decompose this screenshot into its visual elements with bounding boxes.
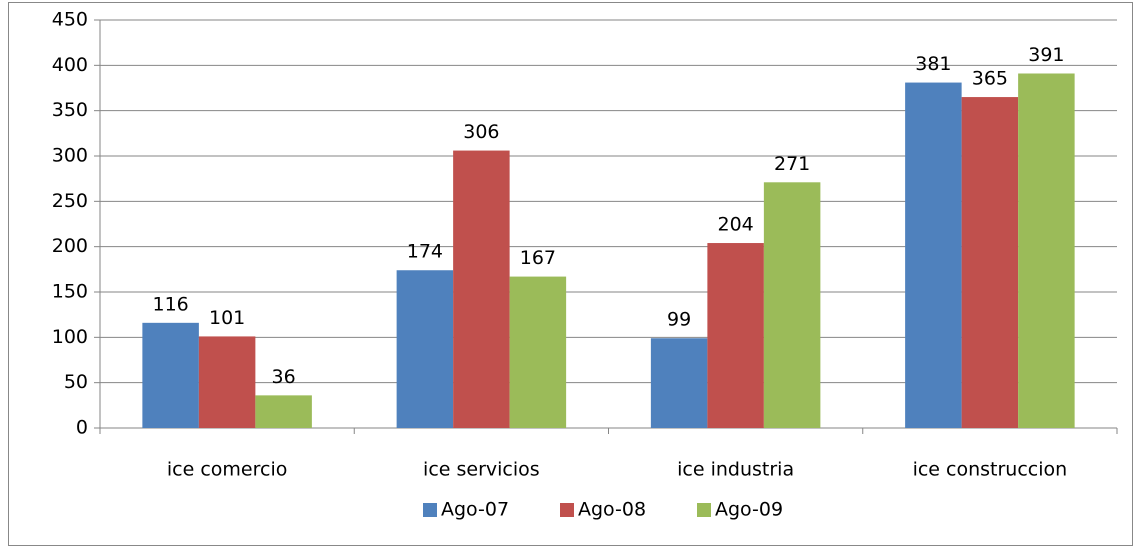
y-tick-label: 150 — [52, 281, 88, 303]
y-tick-label: 0 — [76, 417, 88, 439]
data-label: 116 — [152, 293, 188, 315]
y-tick-label: 250 — [52, 190, 88, 212]
data-label: 174 — [407, 241, 443, 263]
legend-label: Ago-09 — [715, 499, 783, 521]
bar — [453, 150, 510, 428]
legend-swatch — [560, 503, 574, 517]
data-label: 167 — [520, 247, 556, 269]
bar — [961, 97, 1019, 429]
x-tick-label: ice comercio — [167, 459, 287, 481]
data-label: 99 — [667, 309, 691, 331]
y-tick-label: 350 — [52, 99, 88, 121]
y-tick-label: 200 — [52, 235, 88, 257]
y-tick-label: 300 — [52, 145, 88, 167]
legend-label: Ago-08 — [578, 499, 646, 521]
data-label: 101 — [209, 307, 245, 329]
x-tick-label: ice servicios — [423, 459, 540, 481]
data-label: 391 — [1028, 44, 1064, 66]
legend-swatch — [697, 503, 711, 517]
x-tick-label: ice industria — [677, 459, 794, 481]
bar — [396, 270, 454, 428]
bar — [509, 276, 567, 428]
bar — [763, 182, 821, 428]
bar — [142, 322, 199, 428]
data-label: 306 — [463, 121, 499, 143]
bar — [198, 336, 256, 428]
legend-label: Ago-07 — [441, 499, 509, 521]
y-tick-label: 400 — [52, 54, 88, 76]
y-tick-label: 450 — [52, 9, 88, 31]
y-tick-label: 100 — [52, 326, 88, 348]
legend-swatch — [423, 503, 437, 517]
bar — [650, 338, 708, 428]
y-tick-label: 50 — [64, 371, 88, 393]
x-tick-label: ice construccion — [913, 459, 1068, 481]
data-label: 204 — [717, 214, 753, 236]
data-label: 271 — [774, 153, 810, 175]
bar — [1018, 73, 1075, 428]
data-label: 365 — [972, 68, 1008, 90]
data-label: 381 — [915, 53, 951, 75]
bar — [905, 82, 962, 428]
bar — [707, 243, 764, 428]
bar — [255, 395, 312, 428]
data-label: 36 — [272, 366, 296, 388]
